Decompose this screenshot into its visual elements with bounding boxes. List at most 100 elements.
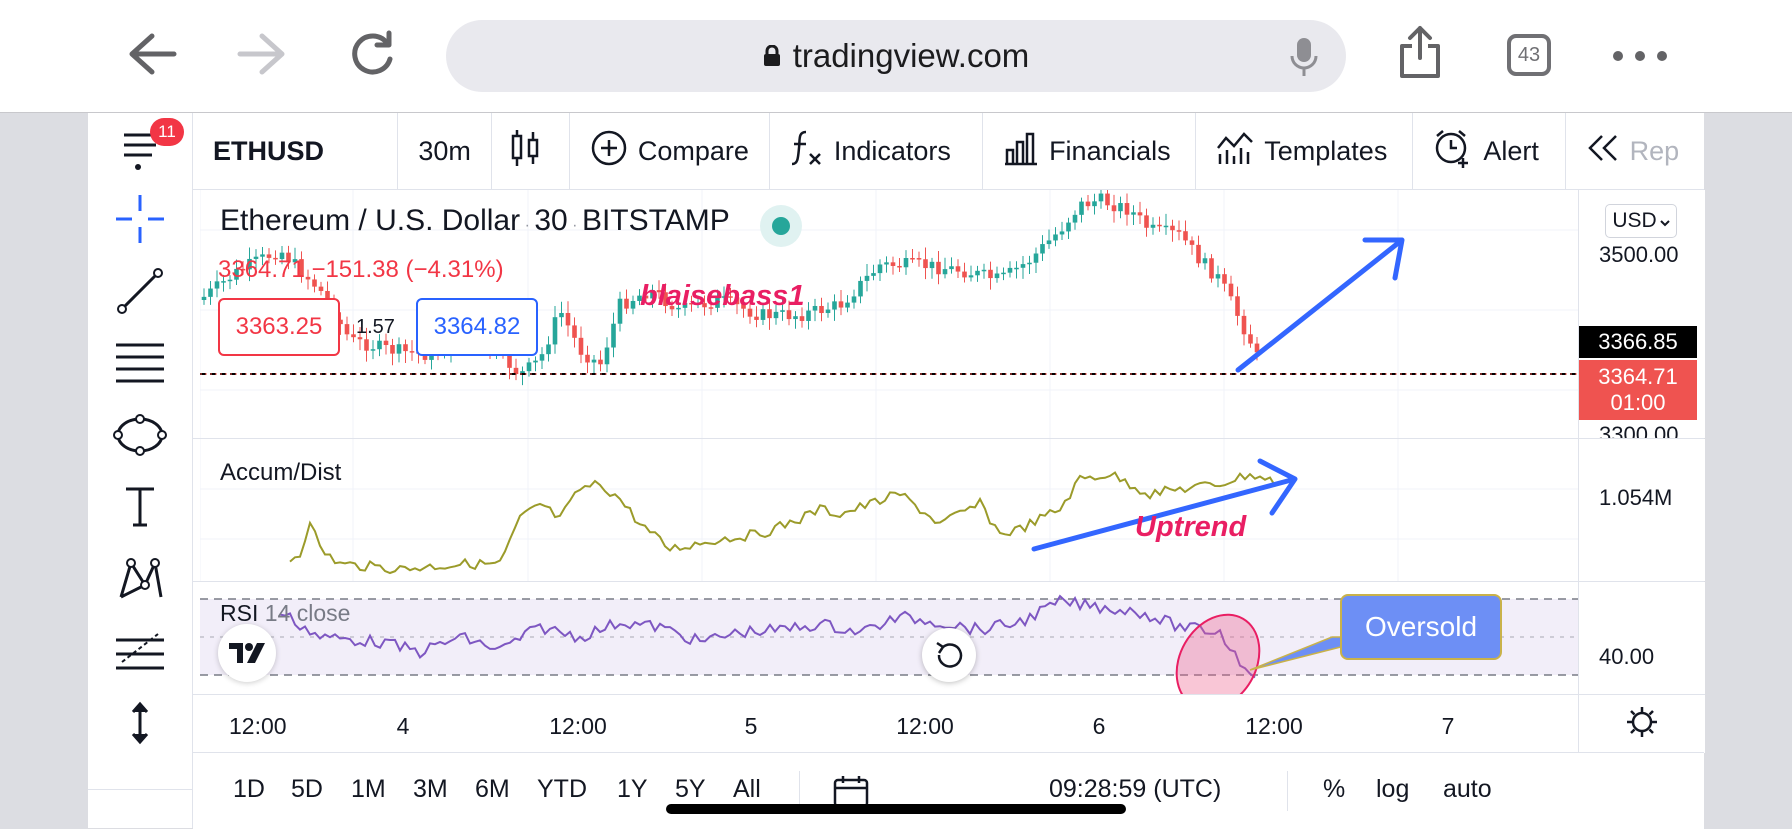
tabs-button[interactable]: 43 — [1507, 34, 1551, 76]
alert-button[interactable]: Alert — [1413, 113, 1566, 189]
candle-body — [695, 303, 701, 305]
candle-body — [1111, 205, 1117, 212]
candle-body — [747, 308, 753, 317]
accum-dist-pane[interactable]: Accum/Dist Uptrend — [200, 439, 1578, 581]
candle-body — [1040, 244, 1045, 254]
url-bar[interactable]: tradingview.com — [446, 20, 1346, 92]
oversold-highlight — [1175, 613, 1261, 694]
candle-body — [247, 258, 252, 270]
range-3m-button[interactable]: 3M — [413, 775, 448, 803]
pane-divider — [193, 438, 1704, 439]
percent-scale-button[interactable]: % — [1323, 775, 1346, 803]
replay-button[interactable]: Rep — [1566, 113, 1704, 189]
rsi-line — [279, 594, 1256, 679]
rsi-params: 14 close — [264, 600, 351, 626]
compare-button[interactable]: Compare — [570, 113, 770, 189]
menu-icon[interactable] — [88, 113, 192, 185]
range-6m-button[interactable]: 6M — [475, 775, 510, 803]
reset-chart-icon[interactable] — [922, 628, 976, 682]
url-text: tradingview.com — [792, 37, 1030, 74]
rsi-scale[interactable]: 40.00 — [1578, 582, 1705, 694]
range-all-button[interactable]: All — [733, 775, 761, 803]
candle-body — [351, 334, 356, 338]
time-label: 12:00 — [1245, 713, 1303, 739]
lock-icon — [763, 37, 781, 75]
candle-body — [708, 307, 714, 309]
legend-interval: 30 — [534, 204, 568, 237]
tradingview-logo-icon[interactable] — [218, 624, 276, 682]
trend-line-icon[interactable] — [88, 255, 192, 327]
candle-body — [1176, 230, 1182, 232]
pattern-tool-icon[interactable] — [88, 543, 192, 615]
market-status-icon[interactable] — [760, 204, 803, 247]
price-scale[interactable]: USD 3500.00 3366.85 3364.71 01:00 3300.0… — [1578, 190, 1705, 438]
fib-retracement-icon[interactable] — [88, 327, 192, 399]
rsi-pane[interactable]: RSI 14 close Oversold — [200, 582, 1578, 694]
sell-button[interactable]: 3363.25 — [218, 298, 340, 356]
prediction-tool-icon[interactable] — [88, 615, 192, 687]
accum-dist-label: Accum/Dist — [220, 459, 342, 486]
candle-body — [1053, 234, 1058, 241]
interval-button[interactable]: 30m — [398, 113, 492, 189]
candle-body — [767, 309, 772, 319]
indicators-label: Indicators — [833, 135, 951, 166]
candle-body — [929, 261, 935, 269]
candle-body — [1072, 214, 1078, 223]
range-5y-button[interactable]: 5Y — [675, 775, 706, 803]
candle-body — [520, 371, 525, 375]
log-scale-button[interactable]: log — [1376, 775, 1410, 803]
range-5d-button[interactable]: 5D — [291, 775, 323, 803]
candle-body — [403, 344, 408, 352]
share-icon[interactable] — [1390, 22, 1450, 82]
last-price-value: 3364.71 — [1598, 364, 1678, 389]
utc-clock[interactable]: 09:28:59 (UTC) — [1049, 775, 1222, 803]
time-label: 7 — [1441, 713, 1455, 739]
financials-button[interactable]: Financials — [983, 113, 1197, 189]
range-ytd-button[interactable]: YTD — [537, 775, 587, 803]
compare-label: Compare — [637, 135, 749, 166]
templates-button[interactable]: Templates — [1196, 113, 1414, 189]
toolbar-divider — [88, 789, 192, 790]
price-pane[interactable]: Ethereum / U.S. Dollar · 30 · BITSTAMP 3… — [200, 190, 1578, 438]
candle-body — [240, 268, 246, 271]
auto-scale-button[interactable]: auto — [1443, 775, 1492, 803]
accum-dist-scale[interactable]: 1.054M — [1578, 439, 1705, 581]
candle-body — [773, 311, 779, 319]
candle-body — [1059, 231, 1065, 235]
oversold-callout: Oversold — [1340, 594, 1502, 660]
candle-body — [890, 262, 896, 266]
candle-body — [663, 292, 668, 307]
crosshair-icon[interactable] — [88, 183, 192, 255]
candle-body — [1222, 274, 1227, 284]
ellipse-shape-icon[interactable] — [88, 399, 192, 471]
candle-body — [1235, 296, 1240, 316]
candle-body — [812, 305, 818, 311]
range-1y-button[interactable]: 1Y — [617, 775, 648, 803]
reload-icon[interactable] — [342, 24, 402, 84]
buy-button[interactable]: 3364.82 — [416, 298, 538, 356]
chart-type-button[interactable] — [492, 113, 570, 189]
range-1m-button[interactable]: 1M — [351, 775, 386, 803]
candle-body — [1046, 240, 1052, 245]
candle-body — [572, 325, 577, 338]
back-icon[interactable] — [122, 24, 182, 84]
text-tool-icon[interactable] — [88, 471, 192, 543]
symbol-search-button[interactable]: ETHUSD — [193, 113, 399, 189]
chart-settings-button[interactable] — [1578, 694, 1705, 753]
candles-icon — [510, 128, 550, 175]
microphone-icon[interactable] — [1290, 36, 1318, 86]
forward-icon[interactable] — [232, 24, 292, 84]
range-1d-button[interactable]: 1D — [233, 775, 265, 803]
candle-body — [533, 360, 538, 363]
more-icon[interactable] — [1610, 26, 1670, 86]
bar-countdown: 01:00 — [1610, 390, 1666, 415]
last-price-label: 3364.71 01:00 — [1579, 360, 1697, 420]
candle-body — [1183, 231, 1188, 241]
pane-divider — [193, 581, 1704, 582]
candle-body — [877, 264, 883, 274]
currency-selector[interactable]: USD — [1605, 204, 1677, 238]
alarm-clock-icon — [1433, 128, 1483, 175]
indicators-button[interactable]: Indicators — [770, 113, 984, 189]
measure-icon[interactable] — [88, 687, 192, 759]
time-axis[interactable]: 12:00 4 12:00 5 12:00 6 12:00 7 — [193, 694, 1578, 753]
